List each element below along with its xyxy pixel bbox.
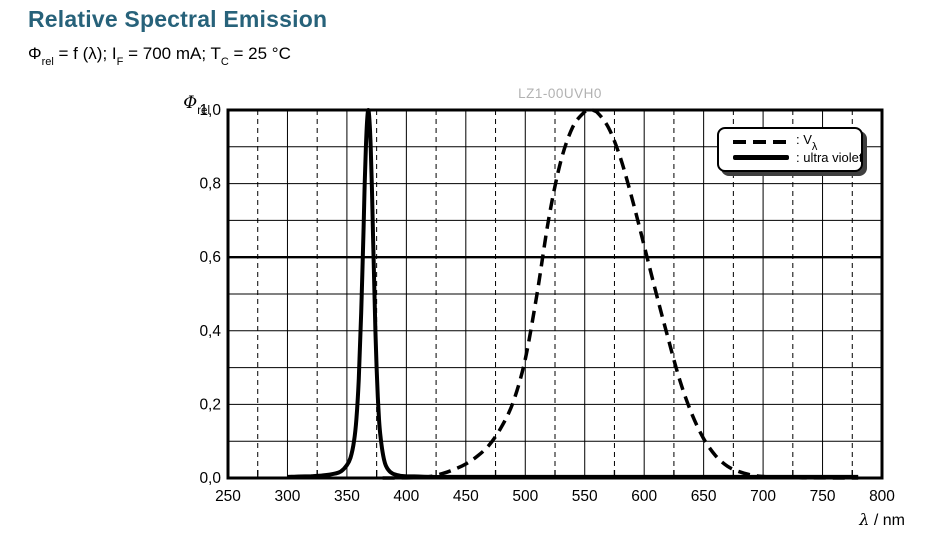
- lambda-axis-symbol: λ: [859, 510, 870, 529]
- conditions-seg2: = 700 mA; T: [123, 44, 221, 63]
- dashed-line-sample: [733, 139, 789, 144]
- x-tick-label: 450: [453, 488, 479, 505]
- x-axis-unit: / nm: [869, 512, 905, 529]
- phi-subscript: rel: [41, 56, 54, 69]
- phi-axis-symbol: Φ: [183, 93, 198, 113]
- y-tick-label: 0,2: [199, 396, 221, 413]
- y-tick-label: 0,8: [199, 176, 221, 193]
- y-tick-label: 0,6: [199, 249, 221, 266]
- legend-item-vlambda: : Vλ: [733, 132, 861, 154]
- legend-label-vlambda: : Vλ: [796, 132, 818, 154]
- plot-frame: [226, 108, 884, 480]
- x-tick-label: 250: [215, 488, 241, 505]
- legend-item-ultraviolet: : ultra violet: [733, 150, 862, 165]
- chart-conditions: Φrel = f (λ); IF = 700 mA; TC = 25 °C: [28, 44, 291, 69]
- part-number-watermark: LZ1-00UVH0: [518, 86, 602, 101]
- x-tick-label: 350: [334, 488, 360, 505]
- y-tick-label: 0,4: [199, 323, 221, 340]
- phi-axis-subscript: rel: [197, 105, 210, 118]
- x-tick-label: 400: [393, 488, 419, 505]
- legend-vlambda-subscript: λ: [811, 141, 818, 154]
- if-subscript: F: [116, 56, 124, 69]
- legend-ultraviolet-text: : ultra violet: [796, 149, 863, 165]
- x-tick-label: 300: [275, 488, 301, 505]
- curve-vlambda: [382, 108, 859, 480]
- x-tick-label: 500: [512, 488, 538, 505]
- x-tick-label: 700: [750, 488, 776, 505]
- x-tick-label: 750: [810, 488, 836, 505]
- solid-line-sample: [733, 154, 789, 160]
- x-tick-label: 550: [572, 488, 598, 505]
- x-tick-label: 800: [869, 488, 895, 505]
- legend-label-ultraviolet: : ultra violet: [796, 150, 862, 165]
- legend: : Vλ : ultra violet: [717, 127, 863, 172]
- y-tick-label: 0,0: [199, 470, 221, 487]
- y-tick-label: 1,0: [199, 102, 221, 119]
- conditions-seg1: = f (λ); I: [53, 44, 117, 63]
- x-tick-label: 600: [631, 488, 657, 505]
- page-title: Relative Spectral Emission: [28, 6, 328, 32]
- x-tick-label: 650: [691, 488, 717, 505]
- legend-vlambda-text: : V: [796, 132, 812, 148]
- conditions-seg3: = 25 °C: [228, 44, 291, 63]
- y-axis-label: Φrel: [160, 93, 210, 118]
- phi-symbol: Φ: [28, 44, 42, 63]
- x-axis-label: λ / nm: [805, 510, 905, 530]
- tc-subscript: C: [220, 56, 229, 69]
